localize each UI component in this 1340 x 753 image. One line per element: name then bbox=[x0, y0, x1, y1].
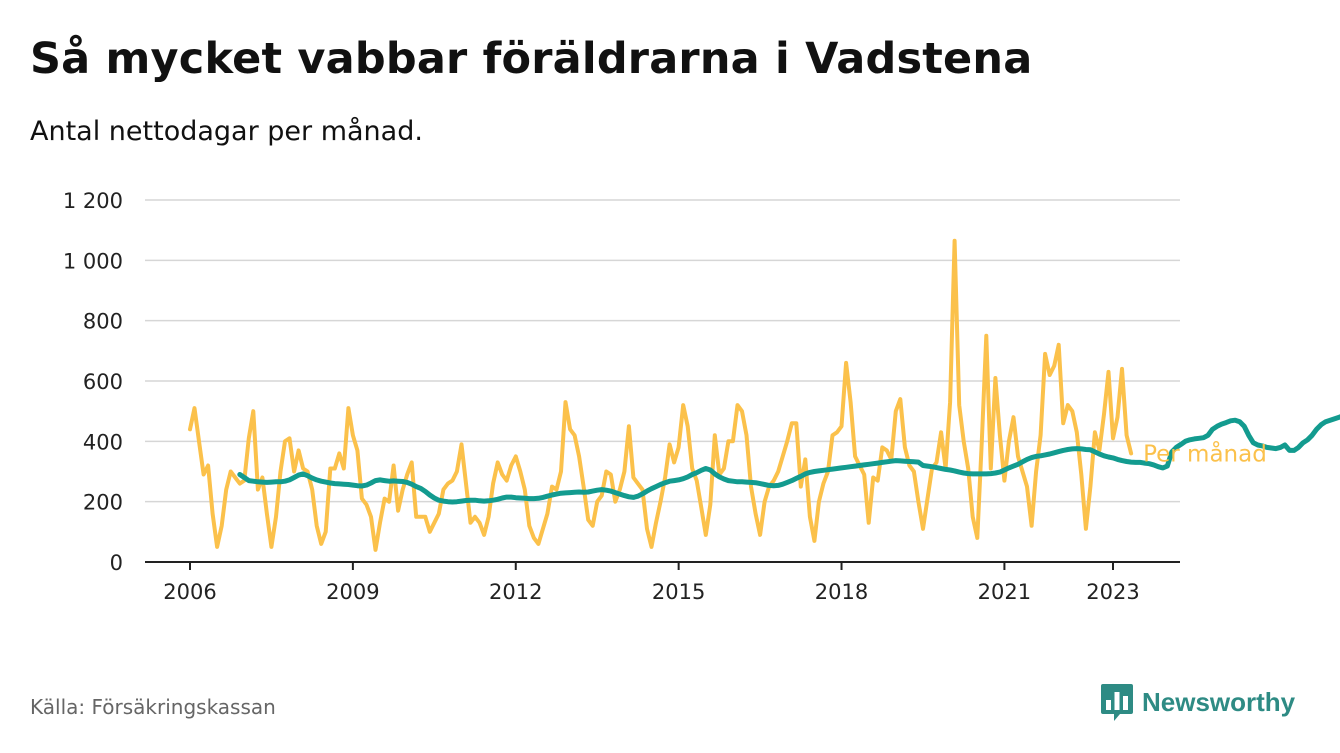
x-tick-label: 2015 bbox=[652, 580, 705, 604]
series-line-1 bbox=[237, 414, 1340, 505]
y-tick-label: 1 200 bbox=[63, 189, 123, 213]
y-tick-label: 1 000 bbox=[63, 249, 123, 273]
series-line-0 bbox=[188, 238, 1134, 552]
series-end-labels: Per månadTrend bbox=[1143, 439, 1267, 467]
x-tick-label: 2021 bbox=[978, 580, 1031, 604]
newsworthy-logo: Newsworthy bbox=[1100, 682, 1295, 722]
chart-subtitle: Antal nettodagar per månad. bbox=[30, 116, 423, 147]
x-tick-label: 2009 bbox=[326, 580, 379, 604]
x-tick-label: 2012 bbox=[489, 580, 542, 604]
chart-title: Så mycket vabbar föräldrarna i Vadstena bbox=[30, 34, 1033, 84]
series-label: Per månad bbox=[1143, 439, 1267, 467]
x-tick-label: 2006 bbox=[163, 580, 216, 604]
y-tick-label: 600 bbox=[83, 370, 123, 394]
x-tick-label: 2018 bbox=[815, 580, 868, 604]
source-note: Källa: Försäkringskassan bbox=[30, 695, 276, 719]
x-tick-label: 2023 bbox=[1086, 580, 1139, 604]
y-axis-tick-labels: 0 200 400 600 800 1 000 1 200 bbox=[63, 189, 123, 575]
y-tick-label: 400 bbox=[83, 430, 123, 454]
y-gridlines bbox=[145, 199, 1180, 563]
brand-name: Newsworthy bbox=[1142, 686, 1296, 717]
y-tick-label: 200 bbox=[83, 491, 123, 515]
y-tick-label: 0 bbox=[110, 551, 123, 575]
x-axis-ticks: 2006 2009 2012 2015 2018 2021 2023 bbox=[163, 562, 1140, 604]
bar-chart-icon bbox=[1101, 684, 1133, 721]
y-tick-label: 800 bbox=[83, 310, 123, 334]
chart-series bbox=[188, 238, 1340, 552]
